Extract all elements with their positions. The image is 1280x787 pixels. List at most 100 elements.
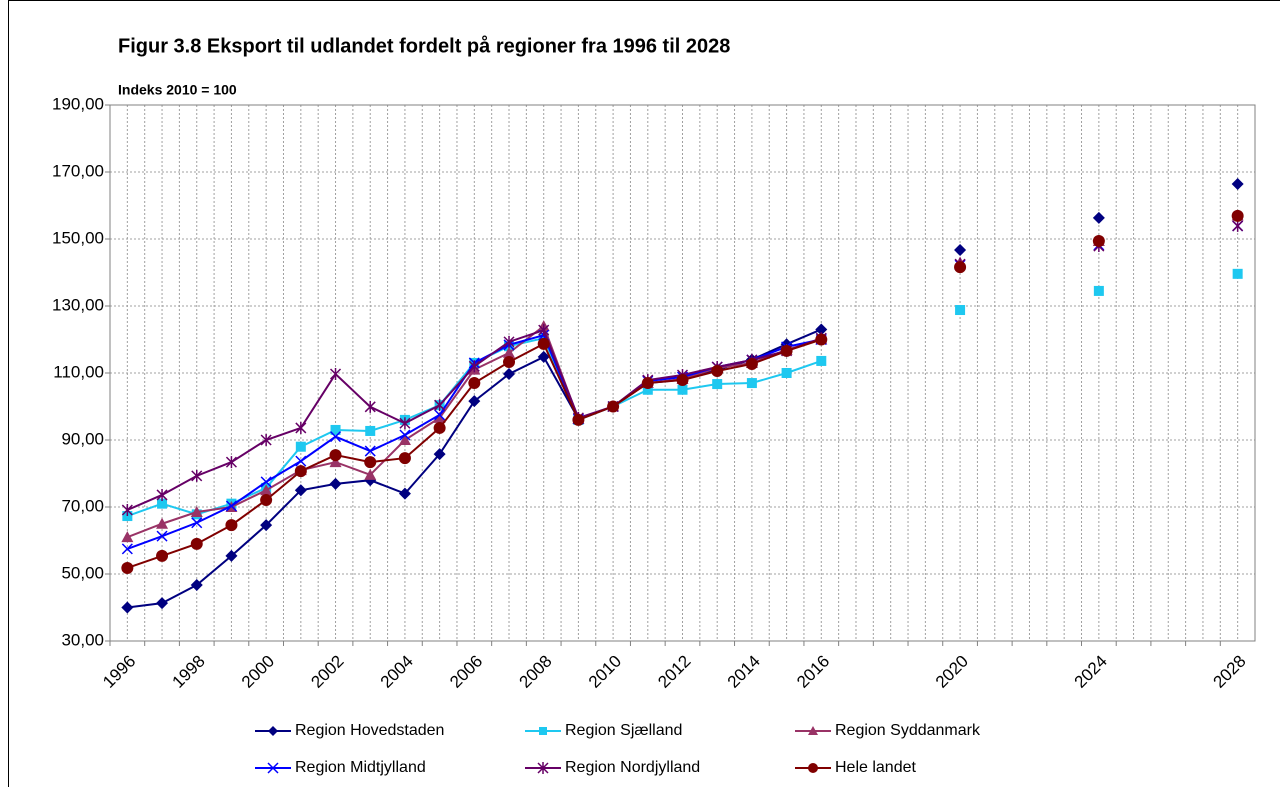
marker <box>156 597 169 610</box>
marker <box>1231 209 1244 222</box>
marker <box>329 449 342 462</box>
marker <box>954 244 967 257</box>
marker <box>157 498 168 509</box>
marker <box>537 350 550 363</box>
legend-label: Region Hovedstaden <box>295 722 444 739</box>
marker <box>295 455 307 467</box>
marker <box>1231 178 1244 191</box>
marker <box>295 441 306 452</box>
marker <box>815 333 828 346</box>
marker <box>434 399 446 412</box>
marker <box>468 377 481 390</box>
marker <box>156 549 169 562</box>
marker <box>677 384 688 395</box>
marker <box>398 434 411 445</box>
marker <box>745 357 758 370</box>
marker <box>260 476 272 488</box>
marker <box>468 360 480 373</box>
marker <box>399 429 411 441</box>
marker <box>190 579 203 592</box>
marker <box>808 726 818 735</box>
legend-label: Region Nordjylland <box>565 759 700 776</box>
marker <box>365 425 376 436</box>
legend-label: Hele landet <box>835 759 917 776</box>
legend-item: Region Syddanmark <box>795 722 981 739</box>
marker <box>267 762 279 774</box>
y-tick-label: 190,00 <box>52 94 104 113</box>
marker <box>329 477 342 490</box>
legend-label: Region Midtjylland <box>295 759 426 776</box>
marker <box>503 368 516 381</box>
marker <box>122 511 133 522</box>
marker <box>676 374 689 387</box>
y-tick-label: 110,00 <box>53 362 104 381</box>
marker <box>816 355 827 366</box>
marker <box>538 324 550 337</box>
marker <box>434 409 446 421</box>
marker <box>191 469 203 482</box>
marker <box>572 413 585 426</box>
marker <box>399 417 411 430</box>
marker <box>607 400 620 413</box>
marker <box>955 305 966 316</box>
marker <box>364 400 376 413</box>
y-tick-label: 30,00 <box>61 630 104 649</box>
y-tick-label: 130,00 <box>52 295 104 314</box>
legend-item: Region Nordjylland <box>525 759 700 776</box>
marker <box>294 484 307 497</box>
marker <box>294 465 307 478</box>
marker <box>121 531 134 543</box>
marker <box>225 549 238 562</box>
y-tick-label: 170,00 <box>52 161 104 180</box>
marker <box>468 395 481 408</box>
marker <box>260 434 272 446</box>
marker <box>1232 219 1244 232</box>
marker <box>433 411 446 423</box>
marker <box>433 421 446 434</box>
marker <box>295 421 307 434</box>
legend-item: Region Sjælland <box>525 722 682 739</box>
marker <box>780 344 793 357</box>
marker <box>537 762 549 774</box>
legend-item: Region Hovedstaden <box>255 722 444 739</box>
y-tick-label: 90,00 <box>61 429 104 448</box>
y-tick-label: 70,00 <box>61 496 104 515</box>
marker <box>364 445 376 457</box>
series <box>121 209 1244 574</box>
marker <box>191 517 203 529</box>
marker <box>641 377 654 390</box>
marker <box>808 763 818 773</box>
marker <box>1092 211 1105 224</box>
marker <box>190 537 203 550</box>
marker <box>121 543 133 555</box>
marker <box>156 517 169 529</box>
marker <box>329 431 342 443</box>
marker <box>398 487 411 500</box>
y-tick-label: 150,00 <box>52 228 104 247</box>
legend-item: Region Midtjylland <box>255 759 426 776</box>
marker <box>954 261 967 274</box>
marker <box>503 355 516 368</box>
marker <box>433 448 446 461</box>
marker <box>121 504 133 517</box>
chart-subtitle: Indeks 2010 = 100 <box>118 82 237 98</box>
marker <box>1092 235 1105 248</box>
marker <box>503 346 516 358</box>
chart-title: Figur 3.8 Eksport til udlandet fordelt p… <box>118 34 730 57</box>
marker <box>537 337 550 350</box>
marker <box>225 519 238 532</box>
legend-label: Region Syddanmark <box>835 722 981 739</box>
marker <box>260 519 273 532</box>
marker <box>746 378 757 389</box>
marker <box>268 726 278 736</box>
marker <box>815 323 828 336</box>
marker <box>1232 268 1243 279</box>
marker <box>330 424 341 435</box>
legend-label: Region Sjælland <box>565 722 682 739</box>
marker <box>329 368 342 381</box>
marker <box>503 335 515 348</box>
marker <box>539 727 547 735</box>
marker <box>156 488 168 501</box>
marker <box>364 468 377 480</box>
marker <box>364 456 377 469</box>
